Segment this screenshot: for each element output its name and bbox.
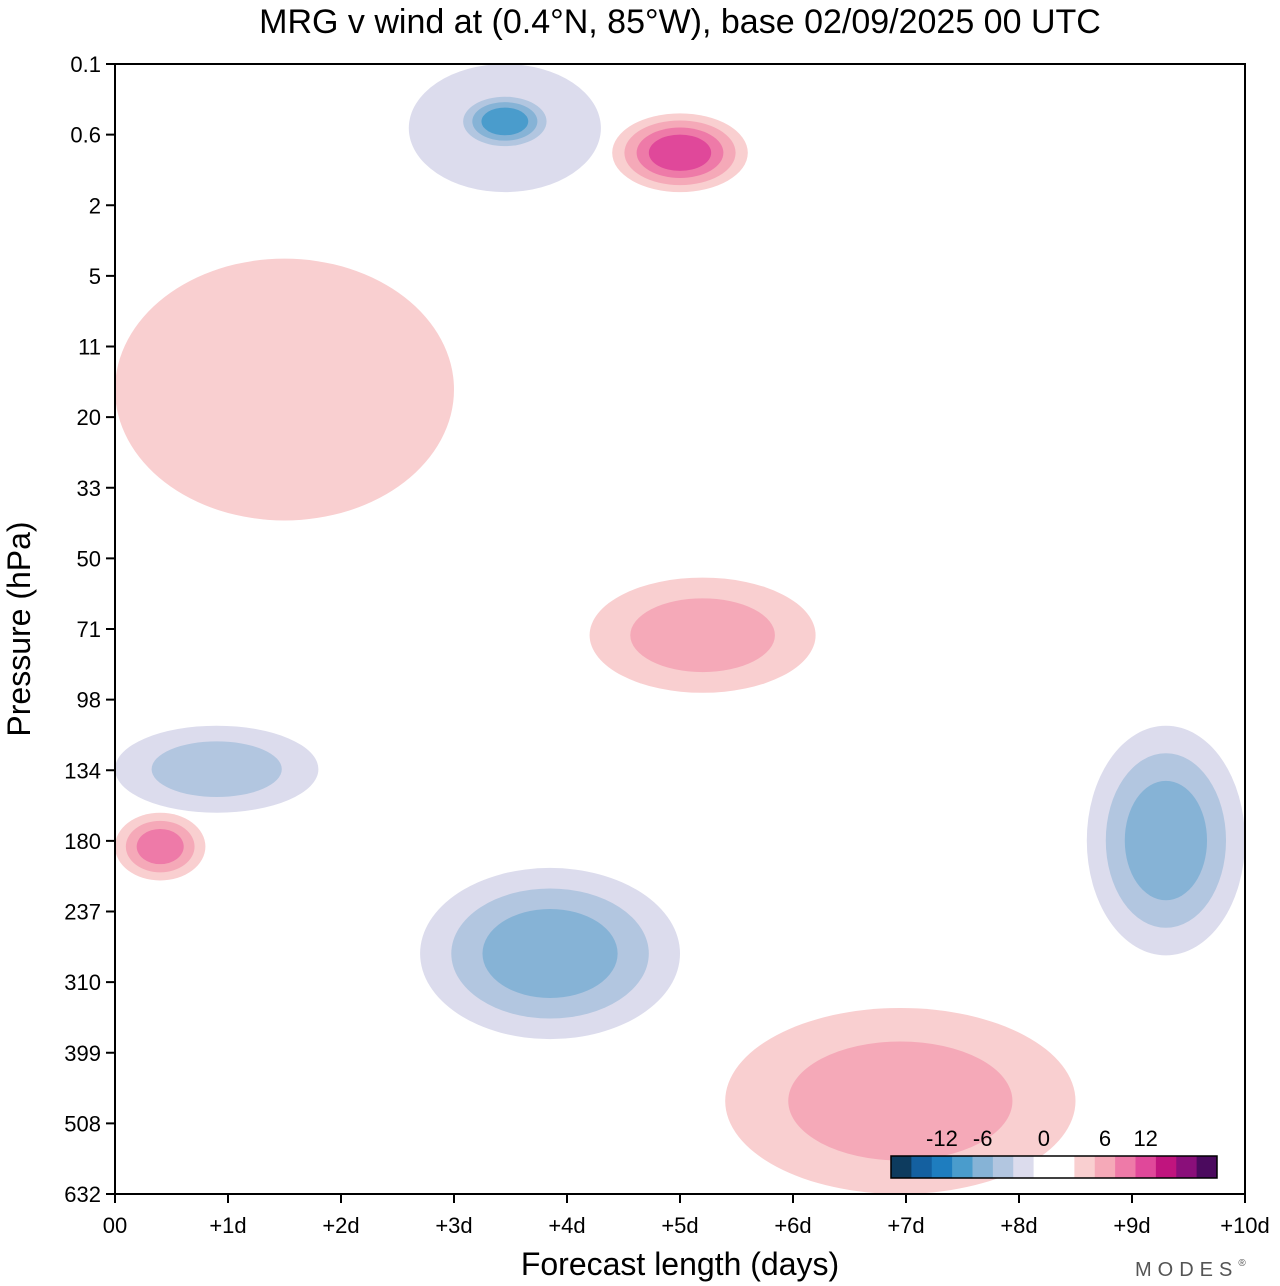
colorbar-swatch: [1094, 1156, 1116, 1178]
contour-pos-4-level-2: [630, 598, 775, 673]
colorbar-swatch: [1115, 1156, 1136, 1178]
colorbar-swatch: [1155, 1156, 1177, 1178]
x-axis: 00 +1d +2d +3d +4d +5d +6d +7d +8d +9d +10d: [103, 1194, 1270, 1238]
contour-neg-9-level-3: [1124, 780, 1208, 901]
colorbar-swatch: [891, 1156, 912, 1178]
x-axis-title: Forecast length (days): [521, 1246, 839, 1282]
x-tick-label: +2d: [322, 1213, 359, 1238]
y-tick-label: 310: [64, 970, 101, 995]
y-tick-label: 33: [77, 476, 101, 501]
contour-pos-3-level-1: [115, 258, 454, 521]
chart-title: MRG v wind at (0.4°N, 85°W), base 02/09/…: [259, 3, 1101, 41]
colorbar-label: -12: [926, 1126, 958, 1151]
x-tick-label: +3d: [435, 1213, 472, 1238]
y-tick-label: 71: [77, 617, 101, 642]
colorbar-swatch: [1013, 1156, 1035, 1178]
y-axis-title: Pressure (hPa): [1, 521, 37, 736]
contour-pos-2-level-4: [648, 134, 712, 171]
colorbar-swatch: [1176, 1156, 1198, 1178]
y-tick-label: 0.1: [70, 52, 101, 77]
y-axis: 0.1 0.6 2 5 11 20 33 50 71 98 134 180 237 310 399 508 63…: [64, 52, 115, 1207]
x-tick-label: +9d: [1113, 1213, 1150, 1238]
colorbar-swatch: [952, 1156, 973, 1178]
colorbar-swatch: [1196, 1156, 1218, 1178]
y-tick-label: 5: [89, 264, 101, 289]
contour-pos-6-level-3: [136, 828, 184, 865]
contour-field: [115, 64, 1245, 1194]
x-tick-label: +6d: [774, 1213, 811, 1238]
colorbar-swatch: [911, 1156, 933, 1178]
x-tick-label: +5d: [661, 1213, 698, 1238]
contour-neg-5-level-2: [151, 741, 282, 798]
modes-logo-text: MODES: [1135, 1259, 1238, 1281]
colorbar-label: 12: [1133, 1126, 1157, 1151]
colorbar-swatch: [992, 1156, 1014, 1178]
y-tick-label: 180: [64, 829, 101, 854]
colorbar-label: 6: [1099, 1126, 1111, 1151]
x-tick-label: +1d: [209, 1213, 246, 1238]
x-tick-label: +7d: [887, 1213, 924, 1238]
modes-logo: MODES®: [1135, 1258, 1252, 1281]
y-tick-label: 98: [77, 688, 101, 713]
contour-neg-1-level-4: [481, 107, 529, 136]
colorbar-swatch: [1033, 1156, 1055, 1178]
colorbar-label: -6: [973, 1126, 993, 1151]
y-tick-label: 11: [78, 335, 101, 360]
colorbar-swatch: [1054, 1156, 1075, 1178]
colorbar-label: 0: [1038, 1126, 1050, 1151]
colorbar: -12 -6 0 6 12: [890, 1126, 1218, 1179]
contour-neg-7-level-3: [482, 909, 618, 999]
modes-logo-mark: ®: [1238, 1258, 1251, 1269]
y-tick-label: 237: [64, 900, 101, 925]
y-tick-label: 2: [89, 193, 101, 218]
y-tick-label: 0.6: [70, 123, 101, 148]
x-tick-label: 00: [103, 1213, 127, 1238]
colorbar-swatch: [1135, 1156, 1157, 1178]
y-tick-label: 20: [77, 405, 101, 430]
x-tick-label: +8d: [1000, 1213, 1037, 1238]
x-tick-label: +10d: [1220, 1213, 1270, 1238]
y-tick-label: 632: [64, 1182, 101, 1207]
x-tick-label: +4d: [548, 1213, 585, 1238]
y-tick-label: 134: [64, 758, 101, 783]
colorbar-frame: [890, 1155, 1218, 1179]
colorbar-swatch: [1074, 1156, 1096, 1178]
colorbar-swatch: [931, 1156, 953, 1178]
y-tick-label: 508: [64, 1111, 101, 1136]
colorbar-swatch: [972, 1156, 994, 1178]
contour-pos-8-level-2: [788, 1041, 1013, 1161]
y-tick-label: 50: [77, 546, 101, 571]
y-tick-label: 399: [64, 1041, 101, 1066]
